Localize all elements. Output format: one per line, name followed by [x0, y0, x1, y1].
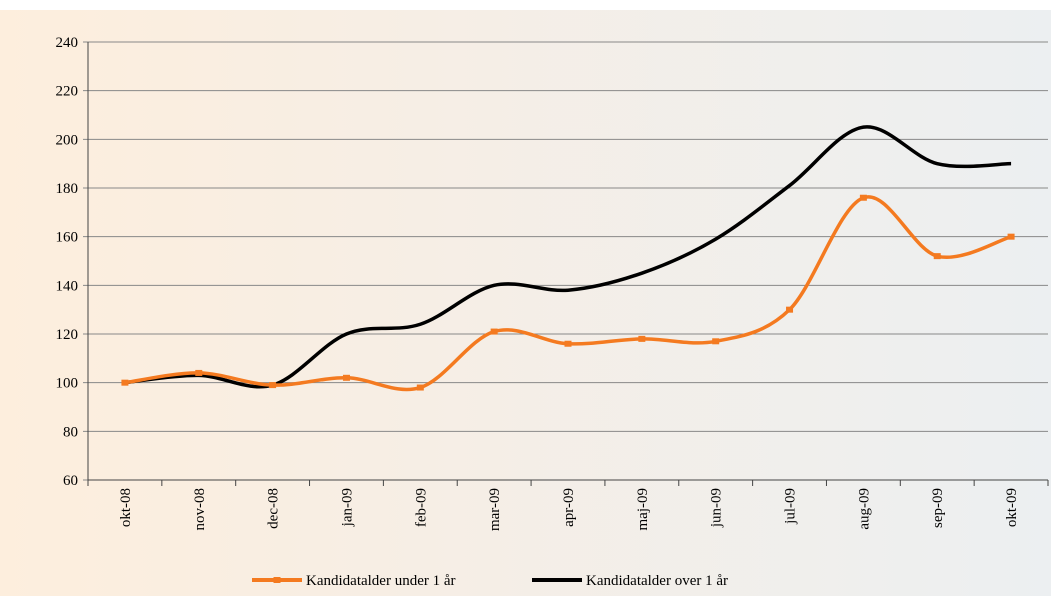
point-marker: [269, 382, 277, 389]
x-tick-label: jul-09: [783, 488, 799, 525]
point-marker: [342, 374, 350, 381]
point-marker: [859, 194, 867, 201]
legend-label: Kandidatalder under 1 år: [306, 573, 456, 589]
background: [0, 10, 1051, 596]
point-marker: [638, 335, 646, 342]
x-tick-label: okt-08: [118, 488, 134, 527]
point-marker: [121, 379, 129, 386]
y-tick-label: 240: [56, 35, 79, 51]
x-tick-label: mar-09: [487, 488, 503, 531]
point-marker: [786, 306, 794, 313]
y-tick-label: 140: [56, 278, 79, 294]
x-tick-label: feb-09: [413, 488, 429, 527]
x-tick-label: nov-08: [192, 488, 208, 531]
point-marker: [416, 384, 424, 391]
point-marker: [712, 338, 720, 345]
y-tick-label: 160: [56, 230, 79, 246]
x-tick-label: jun-09: [709, 488, 725, 528]
y-tick-label: 100: [56, 376, 79, 392]
point-marker: [1007, 233, 1015, 240]
y-tick-label: 200: [56, 132, 79, 148]
x-tick-label: jan-09: [339, 488, 355, 527]
point-marker: [933, 253, 941, 260]
y-tick-label: 220: [56, 84, 79, 100]
y-tick-label: 60: [63, 473, 78, 489]
x-tick-label: sep-09: [930, 488, 946, 528]
x-tick-label: aug-09: [856, 488, 872, 530]
x-tick-label: okt-09: [1004, 488, 1020, 527]
y-tick-label: 180: [56, 181, 79, 197]
point-marker: [490, 328, 498, 335]
legend-label: Kandidatalder over 1 år: [586, 573, 728, 589]
y-tick-label: 120: [56, 327, 79, 343]
legend-marker: [273, 577, 281, 583]
point-marker: [564, 340, 572, 347]
point-marker: [195, 369, 203, 376]
y-tick-label: 80: [63, 424, 78, 440]
x-tick-label: apr-09: [561, 488, 577, 527]
x-tick-label: maj-09: [635, 488, 651, 531]
x-tick-label: dec-08: [266, 488, 282, 529]
